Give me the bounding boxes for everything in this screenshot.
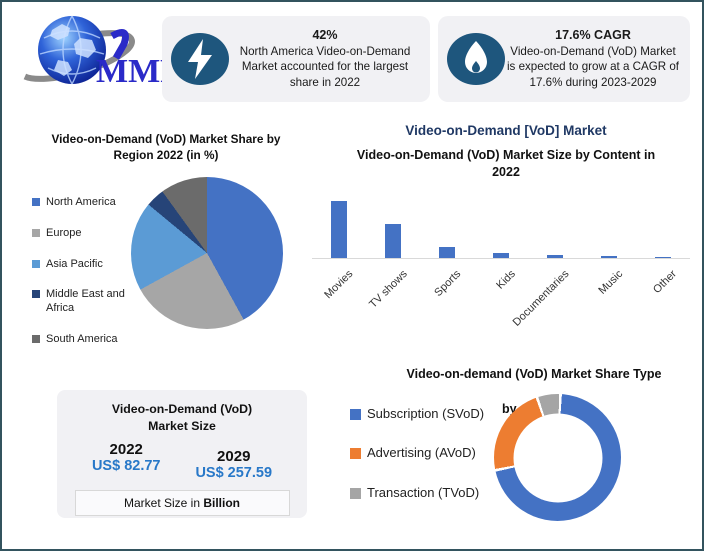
stat-card-market-share: 42% North America Video-on-Demand Market… [162,16,430,102]
bar-other [636,187,690,258]
region-pie-title-line1: Video-on-Demand (VoD) Market Share by [51,132,281,146]
market-size-values: 2022 US$ 82.77 2029 US$ 257.59 [57,441,307,481]
bar-category-label: Other [651,268,680,296]
legend-item-svod: Subscription (SVoD) [350,406,500,422]
bar-rect [655,257,671,258]
legend-swatch [32,228,40,237]
logo-text: MMR [96,53,164,90]
globe-icon: MMR [17,15,185,90]
bar-music [582,187,636,258]
bar-category-label: Documentaries [510,268,572,329]
bar-documentaries [528,187,582,258]
legend-label: Europe [46,226,82,239]
type-donut-legend: Subscription (SVoD) Advertising (AVoD) T… [350,406,500,524]
bar-rect [493,253,509,258]
region-pie-title: Video-on-Demand (VoD) Market Share by Re… [20,132,312,164]
bar-rect [601,256,617,258]
stat-headline: 42% [312,28,338,43]
legend-item-asia-pacific: Asia Pacific [32,258,136,272]
bar-category-label: Sports [432,268,464,299]
year-label: 2029 [217,448,251,466]
legend-item-south-america: South America [32,333,136,347]
bar-rect [331,201,347,258]
lightning-icon [170,31,230,87]
legend-item-avod: Advertising (AVoD) [350,445,500,461]
legend-label: Advertising (AVoD) [367,445,476,461]
bar-category-label: Music [596,268,626,297]
legend-label: South America [46,332,118,345]
legend-label: North America [46,196,116,208]
bar-sports [420,187,474,258]
content-bar-title-line2: 2022 [492,164,520,179]
region-pie-legend: North America Europe Asia Pacific Middle… [32,196,136,364]
year-value: US$ 257.59 [195,465,273,482]
content-bar-title: Video-on-Demand (VoD) Market Size by Con… [332,147,680,181]
bar-category-label: TV shows [366,268,410,311]
bar-movies [312,187,366,258]
bar-tv-shows [366,187,420,258]
legend-item-middle-east-africa: Middle East and Africa [32,288,136,316]
legend-label: Transaction (TVoD) [367,484,480,500]
bar-rect [547,255,563,258]
unit-note-bold: Billion [203,496,241,511]
year-value: US$ 82.77 [91,458,161,475]
region-pie-chart [131,177,283,329]
year-label: 2022 [109,441,143,459]
bar-kids [474,187,528,258]
market-size-2022: 2022 US$ 82.77 [92,441,161,481]
market-size-title-line2: Market Size [148,418,216,433]
stat-description: Video-on-Demand (VoD) Market is expected… [506,45,680,89]
unit-note-prefix: Market Size in [123,496,204,511]
market-size-2029: 2029 US$ 257.59 [195,448,272,481]
legend-item-north-america: North America [32,196,136,210]
region-pie-title-line2: Region 2022 (in %) [113,147,219,162]
donut-hole [513,413,602,502]
legend-swatch [32,334,40,343]
legend-swatch [32,290,40,299]
stat-card-cagr: 17.6% CAGR Video-on-Demand (VoD) Market … [438,16,690,102]
legend-swatch [32,198,40,206]
content-bar-chart [312,187,690,259]
market-size-title-line1: Video-on-Demand (VoD) [111,402,253,416]
legend-label: Subscription (SVoD) [367,406,485,421]
legend-label: Middle East and Africa [46,288,125,314]
legend-item-europe: Europe [32,227,136,241]
stat-description: North America Video-on-Demand Market acc… [239,45,411,89]
flame-icon [446,31,506,87]
market-size-card: Video-on-Demand (VoD) Market Size 2022 U… [57,390,307,518]
legend-swatch [32,259,40,268]
content-bar-title-line1: Video-on-Demand (VoD) Market Size by Con… [356,148,656,162]
content-bar-axis-labels: Movies TV shows Sports Kids Documentaries Mus… [312,264,690,354]
report-main-title: Video-on-Demand [VoD] Market [405,123,607,138]
bar-rect [385,224,401,258]
legend-swatch [350,409,361,420]
mmr-logo: MMR [14,8,185,100]
type-donut-chart [494,394,621,521]
legend-swatch [350,487,361,499]
legend-label: Asia Pacific [46,257,103,270]
legend-item-tvod: Transaction (TVoD) [350,485,500,501]
bar-category-label: Movies [322,268,356,302]
bar-category-label: Kids [493,268,518,292]
market-size-title: Video-on-Demand (VoD) Market Size [57,401,307,434]
bar-rect [439,247,455,258]
stat-headline: 17.6% CAGR [555,28,631,43]
type-donut-title-line1: Video-on-demand (VoD) Market Share Type [406,366,662,381]
market-size-unit-note: Market Size in Billion [74,490,290,517]
legend-swatch [350,448,361,460]
